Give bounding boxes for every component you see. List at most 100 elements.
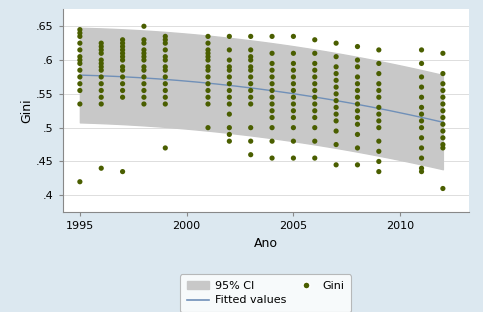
Point xyxy=(332,54,340,59)
Point xyxy=(332,64,340,69)
Point xyxy=(418,156,426,161)
Point xyxy=(247,88,255,93)
Point xyxy=(375,71,383,76)
Point xyxy=(289,68,297,73)
Point xyxy=(268,81,276,86)
Point xyxy=(161,58,169,63)
Point xyxy=(311,125,319,130)
Point xyxy=(332,98,340,103)
Point xyxy=(247,125,255,130)
Point xyxy=(226,75,233,80)
Point xyxy=(140,58,148,63)
Point xyxy=(161,37,169,42)
Point xyxy=(375,88,383,93)
Point xyxy=(354,145,361,150)
Point xyxy=(289,125,297,130)
Point xyxy=(418,105,426,110)
Point xyxy=(98,41,105,46)
Point xyxy=(289,81,297,86)
Point xyxy=(140,54,148,59)
Point xyxy=(76,88,84,93)
Point xyxy=(76,34,84,39)
Point xyxy=(375,81,383,86)
Point xyxy=(98,64,105,69)
Point xyxy=(204,68,212,73)
Point xyxy=(268,115,276,120)
Point xyxy=(226,81,233,86)
Point xyxy=(98,44,105,49)
Point xyxy=(354,115,361,120)
Point xyxy=(247,54,255,59)
Point xyxy=(161,88,169,93)
Point xyxy=(439,135,447,140)
Point xyxy=(418,85,426,90)
Point xyxy=(204,58,212,63)
Point xyxy=(439,81,447,86)
Point xyxy=(439,142,447,147)
Point xyxy=(247,81,255,86)
Point xyxy=(439,115,447,120)
Point xyxy=(311,51,319,56)
Point xyxy=(268,156,276,161)
Point xyxy=(76,61,84,66)
Point xyxy=(161,145,169,150)
Point xyxy=(76,27,84,32)
Point xyxy=(98,95,105,100)
Point xyxy=(439,129,447,134)
Point xyxy=(354,75,361,80)
Point xyxy=(76,68,84,73)
Point xyxy=(375,149,383,154)
Point xyxy=(311,95,319,100)
Point xyxy=(332,119,340,124)
Point xyxy=(204,51,212,56)
Point xyxy=(375,105,383,110)
Point xyxy=(161,75,169,80)
Point xyxy=(332,71,340,76)
Point xyxy=(140,64,148,69)
Point xyxy=(354,64,361,69)
Point xyxy=(375,159,383,164)
Point xyxy=(289,139,297,144)
Point xyxy=(161,81,169,86)
Point xyxy=(247,95,255,100)
Point xyxy=(418,145,426,150)
Point xyxy=(354,101,361,106)
Point xyxy=(204,95,212,100)
Point xyxy=(439,108,447,113)
Point xyxy=(76,75,84,80)
Point xyxy=(161,95,169,100)
Point xyxy=(119,51,127,56)
Point xyxy=(119,37,127,42)
Legend: 95% CI, Fitted values, Gini: 95% CI, Fitted values, Gini xyxy=(180,274,351,312)
Point xyxy=(98,51,105,56)
Point xyxy=(354,58,361,63)
Point xyxy=(311,156,319,161)
Point xyxy=(98,88,105,93)
Point xyxy=(439,101,447,106)
Point xyxy=(375,61,383,66)
Point xyxy=(332,142,340,147)
Point xyxy=(439,145,447,150)
Point xyxy=(140,41,148,46)
Point xyxy=(289,51,297,56)
Point xyxy=(161,34,169,39)
Point xyxy=(226,101,233,106)
Point xyxy=(226,34,233,39)
Point xyxy=(140,51,148,56)
Point xyxy=(354,122,361,127)
Point xyxy=(375,125,383,130)
Point xyxy=(204,41,212,46)
Point xyxy=(98,61,105,66)
Point xyxy=(354,88,361,93)
Point xyxy=(226,47,233,52)
Point xyxy=(226,132,233,137)
Point xyxy=(375,139,383,144)
Point xyxy=(268,34,276,39)
Point xyxy=(140,75,148,80)
Point xyxy=(332,91,340,96)
Point xyxy=(204,64,212,69)
Point xyxy=(311,108,319,113)
Point xyxy=(140,37,148,42)
Point xyxy=(332,41,340,46)
Point xyxy=(439,88,447,93)
